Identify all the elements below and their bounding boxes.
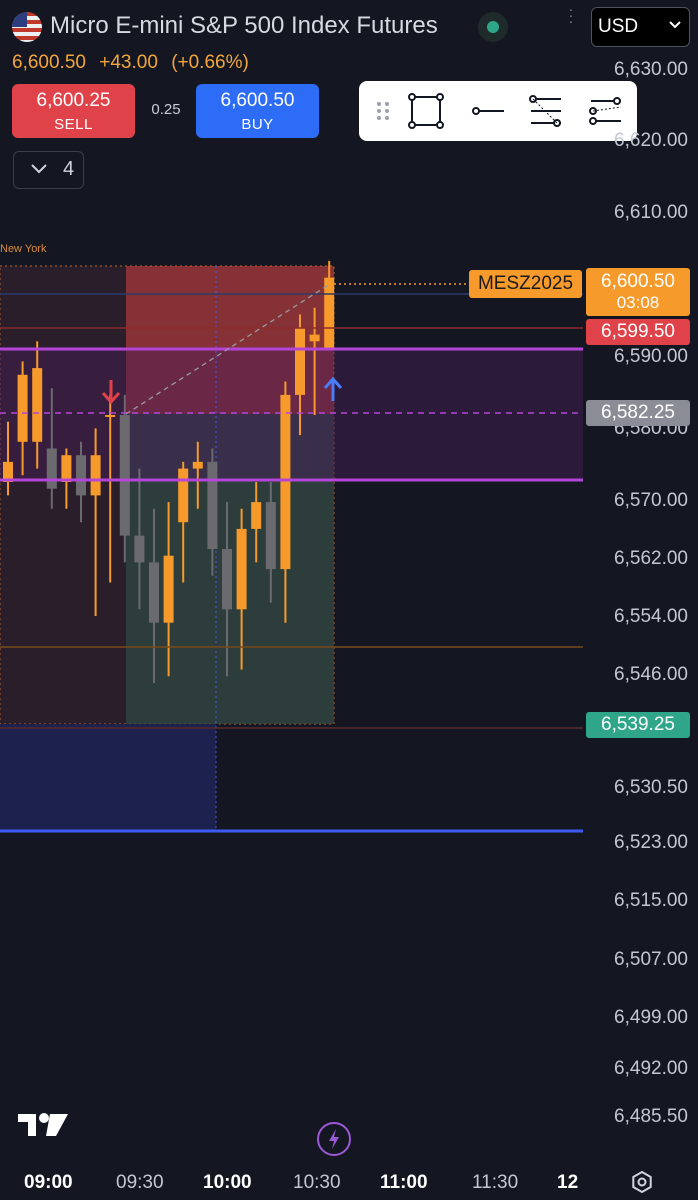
candle (149, 508, 159, 683)
last-price: 6,600.50 (12, 52, 86, 73)
position-trend-line (125, 283, 331, 415)
mid-price-tag: 6,582.25 (586, 400, 690, 426)
time-axis-label: 12 (557, 1172, 579, 1193)
chevron-down-icon (31, 164, 47, 174)
quantity-dropdown[interactable]: 4 (13, 151, 84, 189)
quote-line: 6,600.50 +43.00 (+0.66%) (12, 52, 257, 74)
buy-price: 6,600.50 (220, 90, 295, 111)
candle (280, 381, 291, 623)
price-axis-label: 6,499.00 (614, 1007, 688, 1028)
price-axis-label: 6,630.00 (614, 59, 688, 80)
session-label: New York (0, 243, 47, 255)
market-open-dot-icon (478, 12, 508, 42)
candle (207, 448, 218, 576)
bar-countdown: 03:08 (616, 293, 660, 312)
vertical-dots-icon[interactable]: · · · (568, 1, 574, 29)
candle (309, 307, 320, 415)
price-change-pct: (+0.66%) (171, 52, 249, 73)
time-axis-label: 10:30 (293, 1172, 341, 1193)
buy-button[interactable]: 6,600.50 BUY (196, 84, 319, 138)
symbol-price-tag: MESZ2025 (469, 270, 582, 298)
buy-label: BUY (241, 116, 274, 133)
us-flag-icon (12, 12, 42, 42)
candle (32, 341, 43, 469)
time-axis-label: 11:00 (380, 1172, 428, 1193)
buy-arrow-icon (323, 376, 343, 401)
price-axis-label: 6,554.00 (614, 606, 688, 627)
candle (105, 394, 116, 583)
candle (192, 441, 203, 509)
candle (295, 314, 305, 436)
purple-zone (0, 349, 583, 480)
candle (46, 388, 57, 509)
sell-arrow-icon (101, 380, 121, 405)
tradingview-logo (18, 1113, 68, 1136)
chevron-down-icon (669, 21, 681, 29)
price-axis-label: 6,507.00 (614, 949, 688, 970)
drawing-toolbar (359, 81, 637, 141)
price-axis-label: 6,590.00 (614, 346, 688, 367)
symbol-title[interactable]: Micro E-mini S&P 500 Index Futures (50, 12, 438, 39)
price-axis-label: 6,530.50 (614, 777, 688, 798)
candle (134, 468, 145, 610)
sell-price: 6,600.25 (36, 90, 111, 111)
price-axis-label: 6,546.00 (614, 664, 688, 685)
quantity-value: 4 (63, 158, 75, 180)
time-axis-label: 10:00 (203, 1172, 252, 1193)
bid-price-tag: 6,599.50 (586, 319, 690, 345)
time-axis-label: 09:00 (24, 1172, 73, 1193)
price-axis-label: 6,515.00 (614, 890, 688, 911)
candle (3, 421, 13, 496)
candle (251, 482, 262, 563)
last-price-tag-value: 6,600.50 (601, 271, 675, 292)
rectangle-tool-icon[interactable] (408, 93, 444, 129)
candle (324, 260, 335, 348)
candle (76, 441, 86, 523)
fib-retracement-tool-icon[interactable] (527, 93, 563, 129)
lightning-icon[interactable] (317, 1122, 351, 1156)
sell-button[interactable]: 6,600.25 SELL (12, 84, 135, 138)
time-axis-label: 09:30 (116, 1172, 164, 1193)
price-axis-label: 6,610.00 (614, 202, 688, 223)
price-change: +43.00 (99, 52, 158, 73)
candle (17, 361, 28, 476)
drag-handle-icon[interactable] (365, 93, 401, 129)
candle (90, 428, 101, 616)
settings-gear-icon[interactable] (630, 1170, 654, 1194)
candle (178, 461, 189, 583)
horizontal-line-tool-icon[interactable] (470, 93, 506, 129)
price-axis-label: 6,485.50 (614, 1106, 688, 1127)
price-axis-label: 6,562.00 (614, 548, 688, 569)
low-price-tag: 6,539.25 (586, 712, 690, 738)
lower-range-box (0, 724, 216, 830)
currency-select[interactable]: USD (591, 7, 690, 47)
spread-value: 0.25 (151, 101, 181, 118)
last-price-tag: 6,600.50 03:08 (586, 268, 690, 316)
currency-label: USD (598, 16, 639, 37)
price-axis-label: 6,620.00 (614, 130, 688, 151)
candle (236, 508, 247, 670)
time-axis-label: 11:30 (472, 1172, 519, 1193)
candle (265, 482, 276, 603)
price-axis-label: 6,570.00 (614, 490, 688, 511)
sell-label: SELL (54, 116, 93, 133)
parallel-channel-tool-icon[interactable] (587, 93, 623, 129)
price-axis-label: 6,523.00 (614, 832, 688, 853)
price-axis-label: 6,492.00 (614, 1058, 688, 1079)
